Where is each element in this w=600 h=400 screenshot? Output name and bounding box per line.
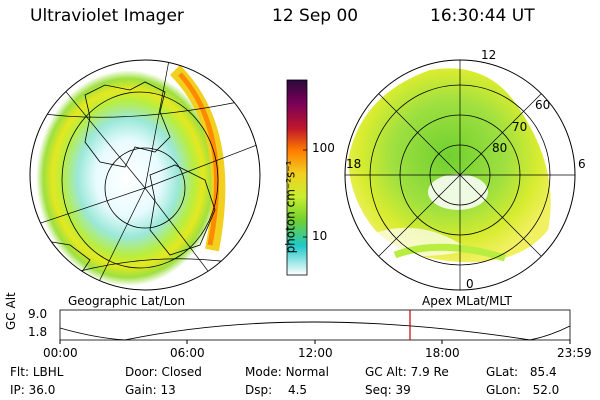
altitude-curve bbox=[59, 321, 571, 341]
info-gcalt: GC Alt: 7.9 Re bbox=[365, 365, 449, 379]
altitude-ytick: 1.8 bbox=[28, 325, 48, 339]
colorbar-label: photon cm⁻²s⁻¹ bbox=[283, 160, 298, 254]
altitude-xtick: 00:00 bbox=[43, 346, 78, 360]
polar-plot bbox=[345, 60, 575, 290]
colorbar bbox=[286, 79, 308, 276]
info-glon: GLon: 52.0 bbox=[486, 383, 560, 397]
info-mode: Mode: Normal bbox=[245, 365, 329, 379]
info-dsp: Dsp: 4.5 bbox=[245, 383, 308, 397]
instrument-title: Ultraviolet Imager bbox=[30, 6, 184, 26]
info-door: Door: Closed bbox=[125, 365, 202, 379]
mlat-label-60: 60 bbox=[535, 98, 551, 112]
altitude-plot-frame bbox=[59, 309, 571, 341]
mlt-label-18: 18 bbox=[346, 157, 362, 171]
mlat-label-70: 70 bbox=[512, 120, 528, 134]
mlat-label-80: 80 bbox=[492, 141, 508, 155]
geographic-map bbox=[30, 60, 260, 290]
altitude-ytick: 9.0 bbox=[28, 307, 48, 321]
altitude-xtick: 12:00 bbox=[298, 346, 333, 360]
mlt-label-6: 6 bbox=[578, 157, 586, 171]
altitude-xtick: 06:00 bbox=[170, 346, 205, 360]
info-ip: IP: 36.0 bbox=[10, 383, 56, 397]
info-glat: GLat: 85.4 bbox=[486, 365, 557, 379]
colorbar-tick: 100 bbox=[312, 141, 335, 155]
altitude-xtick: 18:00 bbox=[425, 346, 460, 360]
time-label: 16:30:44 UT bbox=[430, 6, 535, 26]
info-flt: Flt: LBHL bbox=[10, 365, 64, 379]
colorbar-tick: 10 bbox=[312, 229, 328, 243]
right-panel-caption: Apex MLat/MLT bbox=[422, 294, 512, 308]
altitude-xtick: 23:59 bbox=[557, 346, 592, 360]
info-seq: Seq: 39 bbox=[365, 383, 411, 397]
mlt-label-0: 0 bbox=[466, 277, 474, 291]
left-panel-caption: Geographic Lat/Lon bbox=[68, 294, 186, 308]
date-label: 12 Sep 00 bbox=[272, 6, 359, 26]
altitude-ylabel: GC Alt bbox=[4, 292, 18, 330]
mlt-label-12: 12 bbox=[481, 48, 497, 62]
info-gain: Gain: 13 bbox=[125, 383, 176, 397]
